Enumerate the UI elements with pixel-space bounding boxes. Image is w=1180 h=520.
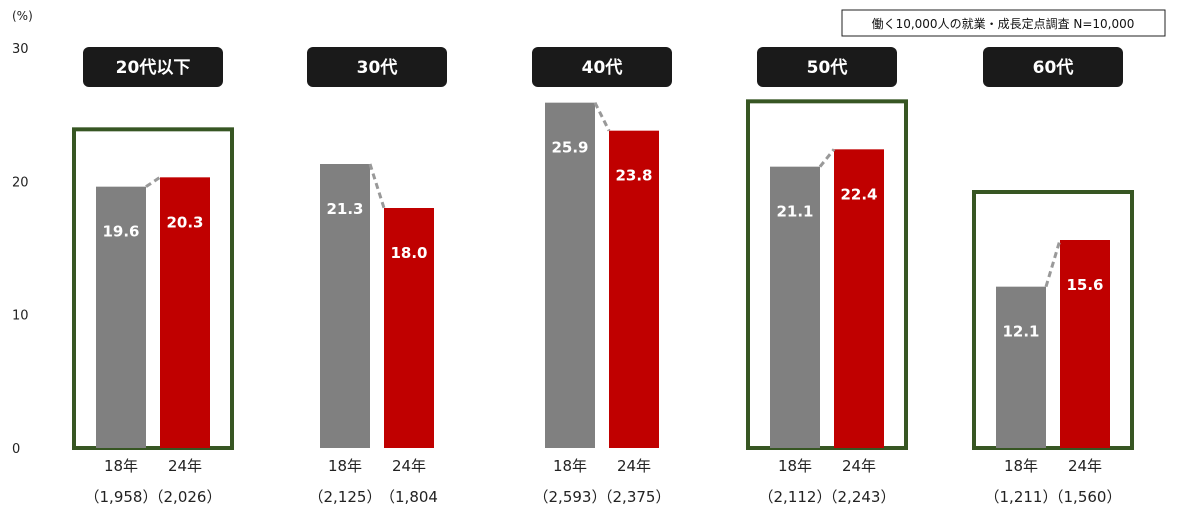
y-tick-label: 0	[12, 442, 20, 457]
bar-2018	[770, 166, 820, 448]
bar-groups: 20代以下 19.6 18年 （1,958） 20.3 24年 （2,026） 30代 21.3…	[72, 47, 1134, 506]
bar-value-label: 21.1	[776, 203, 813, 221]
y-axis-ticks: 0 10 20 30	[12, 42, 29, 457]
bar-2024	[1060, 240, 1110, 448]
group-label-box	[307, 47, 447, 87]
bar-2018	[320, 164, 370, 448]
group-label: 30代	[357, 57, 398, 78]
x-tick-label: 18年	[778, 457, 812, 475]
bar-value-label: 19.6	[102, 223, 139, 241]
group-label-box	[83, 47, 223, 87]
source-note: 働く10,000人の就業・成長定点調査 N=10,000	[841, 9, 1166, 37]
change-connector	[593, 101, 611, 132]
sample-size-label: （2,112）	[759, 488, 832, 506]
bar-2024	[160, 177, 210, 449]
bar-value-label: 15.6	[1066, 276, 1103, 294]
x-tick-label: 18年	[553, 457, 587, 475]
group-label-box	[757, 47, 897, 87]
y-tick-label: 20	[12, 175, 29, 190]
y-tick-label: 30	[12, 42, 29, 57]
bar-value-label: 12.1	[1002, 323, 1039, 341]
bar-group: 60代 12.1 18年 （1,211） 15.6 24年 （1,560）	[972, 47, 1134, 506]
sample-size-label: （2,026）	[149, 488, 222, 506]
source-note-text: 働く10,000人の就業・成長定点調査 N=10,000	[872, 16, 1135, 31]
change-connector	[368, 163, 386, 209]
y-axis-unit-label: (%)	[12, 9, 33, 23]
change-connector	[818, 148, 836, 168]
sample-size-label: （1,560）	[1049, 488, 1122, 506]
bar-group: 30代 21.3 18年 （2,125） 18.0 24年 （1,804	[307, 47, 447, 506]
bar-2024	[384, 208, 434, 448]
bar-group: 20代以下 19.6 18年 （1,958） 20.3 24年 （2,026）	[72, 47, 234, 506]
highlight-box	[746, 99, 908, 450]
x-tick-label: 18年	[328, 457, 362, 475]
bar-value-label: 23.8	[615, 167, 652, 185]
sample-size-label: （1,958）	[85, 488, 158, 506]
bar-value-label: 20.3	[166, 213, 203, 231]
y-tick-label: 10	[12, 309, 29, 324]
bar-2024	[609, 130, 659, 448]
sample-size-label: （2,125）	[309, 488, 382, 506]
x-tick-label: 18年	[1004, 457, 1038, 475]
highlight-box	[72, 127, 234, 450]
x-tick-label: 18年	[104, 457, 138, 475]
sample-size-label: （1,804	[380, 488, 438, 506]
sample-size-label: （2,593）	[534, 488, 607, 506]
bar-2018	[96, 186, 146, 448]
bar-group: 50代 21.1 18年 （2,112） 22.4 24年 （2,243）	[746, 47, 908, 506]
bar-group: 40代 25.9 18年 （2,593） 23.8 24年 （2,375）	[532, 47, 672, 506]
highlight-box	[972, 190, 1134, 450]
group-label: 20代以下	[116, 57, 191, 78]
source-note-box	[841, 9, 1166, 37]
group-label-box	[532, 47, 672, 87]
change-connector	[145, 176, 161, 188]
change-connector	[1044, 239, 1062, 288]
group-label: 40代	[582, 57, 623, 78]
x-tick-label: 24年	[392, 457, 426, 475]
x-tick-label: 24年	[168, 457, 202, 475]
bar-2024	[834, 149, 884, 449]
bar-2018	[996, 286, 1046, 448]
group-label: 50代	[807, 57, 848, 78]
bar-value-label: 22.4	[840, 185, 877, 203]
bar-2018	[545, 102, 595, 449]
group-label: 60代	[1033, 57, 1074, 78]
sample-size-label: （2,375）	[598, 488, 671, 506]
x-tick-label: 24年	[617, 457, 651, 475]
x-tick-label: 24年	[1068, 457, 1102, 475]
sample-size-label: （1,211）	[985, 488, 1058, 506]
bar-value-label: 25.9	[551, 139, 588, 157]
sample-size-label: （2,243）	[823, 488, 896, 506]
bar-value-label: 18.0	[390, 244, 427, 262]
x-tick-label: 24年	[842, 457, 876, 475]
group-label-box	[983, 47, 1123, 87]
bar-value-label: 21.3	[326, 200, 363, 218]
